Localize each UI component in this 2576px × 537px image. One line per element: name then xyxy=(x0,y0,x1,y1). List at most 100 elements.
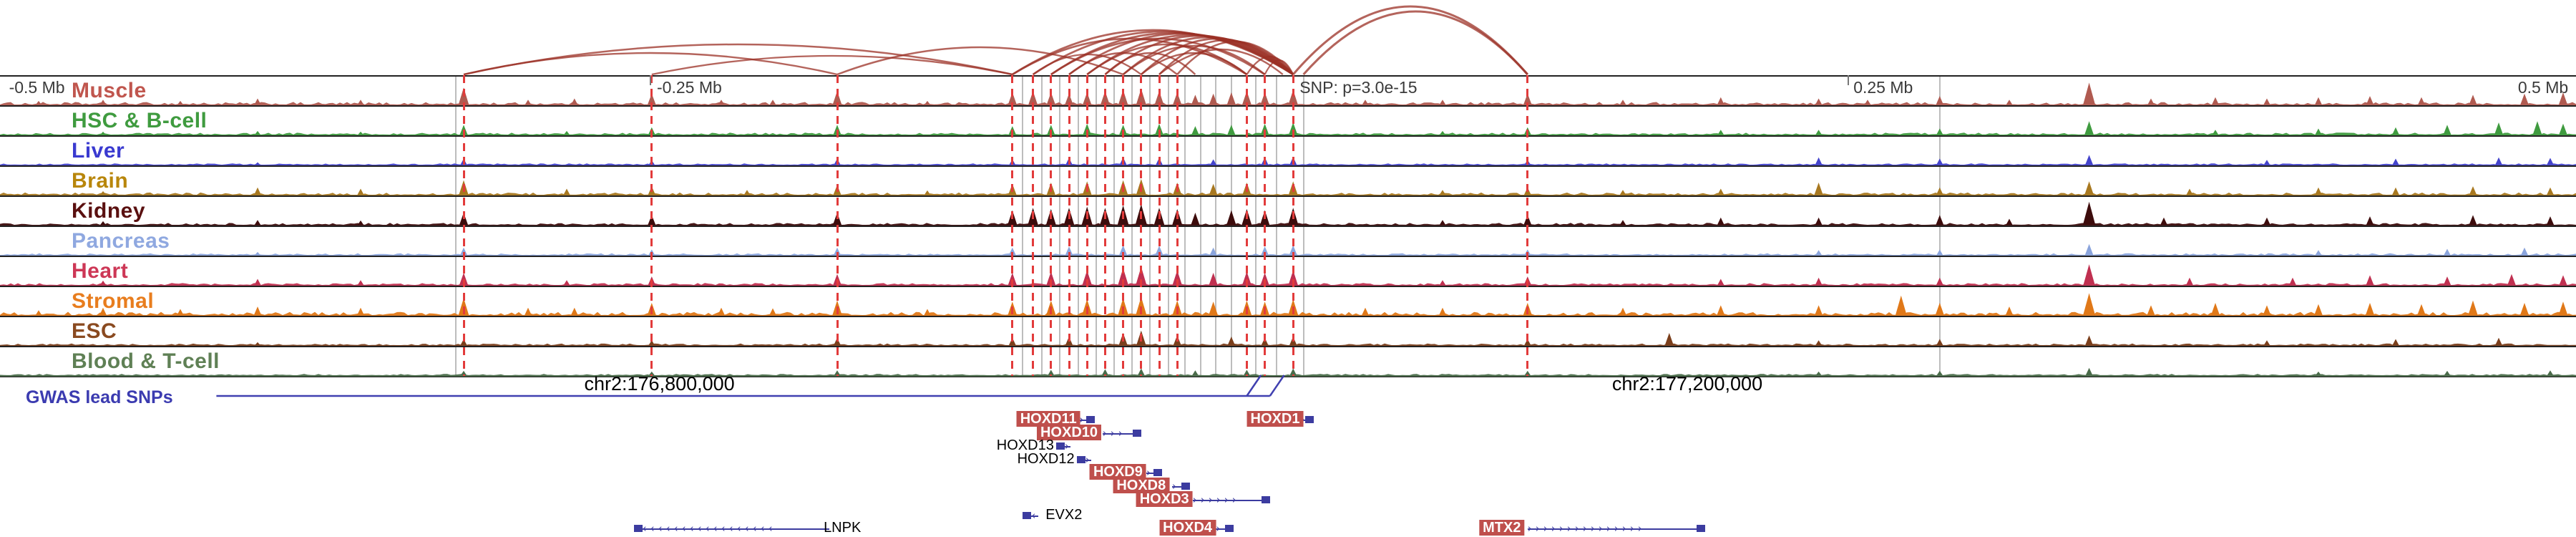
track-row-muscle: Muscle xyxy=(0,75,2576,106)
coordinate-label: chr2:177,200,000 xyxy=(1611,373,1763,395)
gene-label-hoxd9: HOXD9 xyxy=(1089,464,1146,480)
gene-label-hoxd10: HOXD10 xyxy=(1036,425,1102,440)
gene-label-hoxd3: HOXD3 xyxy=(1136,491,1193,507)
gene-exon-block xyxy=(1697,525,1706,532)
track-row-pancreas: Pancreas xyxy=(0,226,2576,256)
gene-model-lnpk: ‹‹‹‹‹‹‹‹‹‹‹‹‹‹‹‹‹ xyxy=(633,524,830,533)
signal-noise xyxy=(0,374,2576,377)
signal-peaks xyxy=(100,121,2567,135)
interaction-arc xyxy=(651,54,1013,76)
signal-plot-muscle xyxy=(0,82,2576,106)
signal-plot-blood-t-cell xyxy=(0,367,2576,377)
interaction-arc xyxy=(1246,56,1294,75)
gene-model-arrows: › xyxy=(1146,468,1153,477)
gwas-lead-snps-track xyxy=(216,374,1285,397)
gene-exon-block xyxy=(1225,525,1234,532)
gene-exon-block xyxy=(1181,483,1191,490)
interaction-arc xyxy=(836,46,1124,76)
gene-exon-block xyxy=(1023,512,1032,519)
signal-peaks xyxy=(100,201,2555,225)
signal-plot-heart xyxy=(0,264,2576,286)
interaction-arc xyxy=(1104,52,1196,75)
gene-model-hoxd10: ››› xyxy=(1102,429,1141,437)
signal-noise xyxy=(0,283,2576,286)
tracks-container: Muscle HSC & B-cell Liver Brain Kidney Pancre… xyxy=(0,75,2576,377)
signal-plot-kidney xyxy=(0,201,2576,226)
gene-label-hoxd1: HOXD1 xyxy=(1246,411,1304,427)
gene-model-hoxd8: › xyxy=(1172,482,1191,490)
coordinate-label: chr2:176,800,000 xyxy=(584,373,735,395)
interaction-arc xyxy=(1302,10,1528,76)
signal-noise xyxy=(0,102,2576,106)
gene-label-hoxd8: HOXD8 xyxy=(1113,478,1170,493)
interaction-arc xyxy=(463,52,838,76)
gene-model-hoxd4: › xyxy=(1216,524,1234,533)
interaction-arc xyxy=(1050,37,1266,76)
signal-noise xyxy=(0,253,2576,256)
gwas-lead-snps-label: GWAS lead SNPs xyxy=(26,387,173,407)
interaction-arc xyxy=(1012,37,1248,76)
signal-plot-stromal xyxy=(0,293,2576,316)
track-label-stromal: Stromal xyxy=(72,289,155,313)
gwas-snp-pointer xyxy=(1269,374,1285,397)
track-row-hsc-b-cell: HSC & B-cell xyxy=(0,105,2576,136)
gene-model-arrows: › xyxy=(1079,415,1086,424)
interaction-arc xyxy=(1141,52,1248,75)
gene-model-hoxd13: › xyxy=(1056,442,1070,450)
track-row-stromal: Stromal xyxy=(0,286,2576,316)
track-label-kidney: Kidney xyxy=(72,199,146,223)
gene-model-hoxd12: › xyxy=(1076,455,1091,464)
gene-model-evx2: ‹ xyxy=(1023,511,1038,520)
track-label-hsc-b-cell: HSC & B-cell xyxy=(72,109,208,132)
gene-model-hoxd3: ›››››› xyxy=(1192,495,1270,504)
interaction-arc xyxy=(1122,44,1266,75)
gene-exon-block xyxy=(1076,456,1085,463)
gene-label-lnpk: LNPK xyxy=(824,520,862,536)
gene-exon-block xyxy=(1261,496,1270,503)
gwas-snp-pointer xyxy=(1246,374,1262,397)
signal-noise xyxy=(0,132,2576,136)
gene-model-arrows: ››› xyxy=(1102,429,1133,437)
gene-model-arrows: ›››››› xyxy=(1192,495,1262,504)
gene-model-arrows: ››››››››››››››› xyxy=(1527,524,1697,533)
signal-noise xyxy=(0,223,2576,226)
track-label-heart: Heart xyxy=(72,259,129,283)
gene-label-mtx2: MTX2 xyxy=(1479,520,1525,536)
gene-model-hoxd11: › xyxy=(1079,415,1095,424)
gene-label-hoxd11: HOXD11 xyxy=(1016,411,1080,427)
signal-noise xyxy=(0,311,2576,316)
gene-model-mtx2: ››››››››››››››› xyxy=(1527,524,1706,533)
interaction-arc xyxy=(1068,52,1178,75)
gene-model-arrows: › xyxy=(1085,455,1091,464)
track-label-muscle: Muscle xyxy=(72,79,147,102)
interaction-arcs-layer xyxy=(463,5,1528,76)
gene-label-hoxd13: HOXD13 xyxy=(996,437,1054,453)
signal-noise xyxy=(0,343,2576,347)
gene-label-evx2: EVX2 xyxy=(1045,507,1083,523)
gene-model-arrows: ‹ xyxy=(1031,511,1038,520)
interaction-arc xyxy=(1158,48,1284,75)
track-label-liver: Liver xyxy=(72,139,125,163)
gene-exon-block xyxy=(1305,416,1314,423)
track-row-heart: Heart xyxy=(0,256,2576,286)
gene-model-hoxd9: › xyxy=(1146,468,1162,477)
interaction-arc xyxy=(1032,53,1142,75)
track-label-esc: ESC xyxy=(72,319,117,343)
gene-model-arrows: › xyxy=(1172,482,1182,490)
track-label-brain: Brain xyxy=(72,169,129,193)
gene-exon-block xyxy=(1132,430,1141,437)
track-row-kidney: Kidney xyxy=(0,195,2576,226)
track-label-pancreas: Pancreas xyxy=(72,229,170,253)
gene-label-hoxd12: HOXD12 xyxy=(1017,451,1075,467)
gene-exon-block xyxy=(1085,416,1095,423)
signal-plot-hsc-b-cell xyxy=(0,121,2576,136)
gene-exon-block xyxy=(1153,469,1162,476)
track-area: Muscle HSC & B-cell Liver Brain Kidney Pancre… xyxy=(0,75,2576,377)
track-label-blood-t-cell: Blood & T-cell xyxy=(72,349,220,373)
gene-label-hoxd4: HOXD4 xyxy=(1159,520,1216,536)
gene-exon-block xyxy=(1056,442,1065,450)
gene-model-arrows: ‹‹‹‹‹‹‹‹‹‹‹‹‹‹‹‹‹ xyxy=(642,524,830,533)
gene-model-arrows: › xyxy=(1065,442,1070,450)
